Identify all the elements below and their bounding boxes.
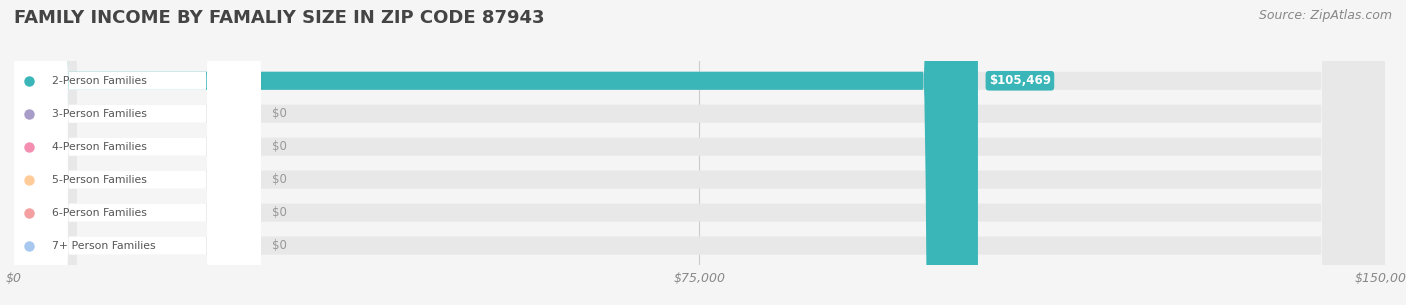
Text: 4-Person Families: 4-Person Families (52, 142, 148, 152)
Text: Source: ZipAtlas.com: Source: ZipAtlas.com (1258, 9, 1392, 22)
FancyBboxPatch shape (14, 0, 979, 305)
FancyBboxPatch shape (14, 0, 1385, 305)
Text: $0: $0 (271, 140, 287, 153)
FancyBboxPatch shape (14, 0, 1385, 305)
Text: $0: $0 (271, 206, 287, 219)
Text: 2-Person Families: 2-Person Families (52, 76, 148, 86)
FancyBboxPatch shape (14, 0, 262, 305)
FancyBboxPatch shape (14, 0, 262, 305)
Text: $0: $0 (271, 107, 287, 120)
Text: FAMILY INCOME BY FAMALIY SIZE IN ZIP CODE 87943: FAMILY INCOME BY FAMALIY SIZE IN ZIP COD… (14, 9, 544, 27)
Text: 3-Person Families: 3-Person Families (52, 109, 148, 119)
Text: 6-Person Families: 6-Person Families (52, 208, 148, 217)
Text: $0: $0 (271, 239, 287, 252)
Text: $105,469: $105,469 (988, 74, 1050, 87)
FancyBboxPatch shape (14, 0, 1385, 305)
Text: 5-Person Families: 5-Person Families (52, 175, 148, 185)
Text: 7+ Person Families: 7+ Person Families (52, 241, 156, 251)
FancyBboxPatch shape (14, 0, 262, 305)
FancyBboxPatch shape (14, 0, 1385, 305)
Text: $0: $0 (271, 173, 287, 186)
FancyBboxPatch shape (14, 0, 262, 305)
FancyBboxPatch shape (14, 0, 262, 305)
FancyBboxPatch shape (14, 0, 1385, 305)
FancyBboxPatch shape (14, 0, 262, 305)
FancyBboxPatch shape (14, 0, 1385, 305)
